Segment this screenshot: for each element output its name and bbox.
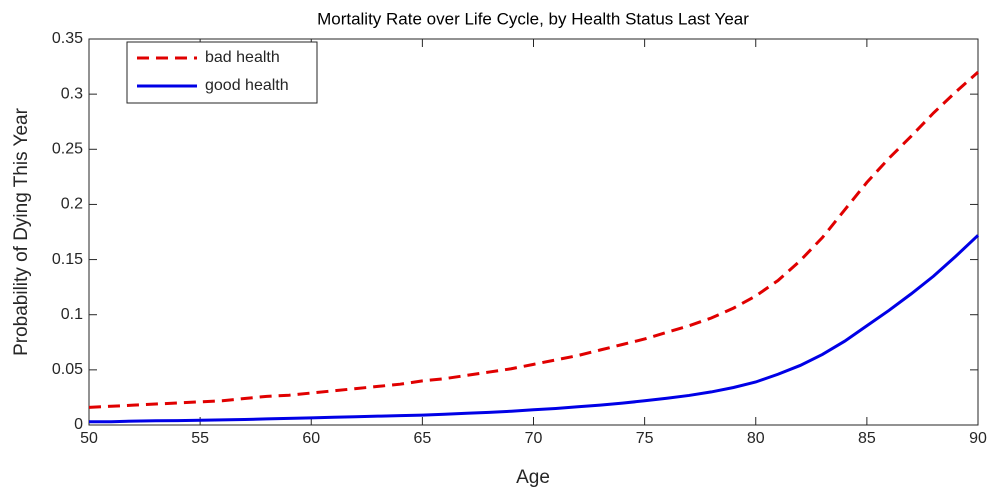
y-axis-label: Probability of Dying This Year — [11, 107, 32, 356]
y-tick-label: 0.25 — [52, 141, 83, 158]
y-tick-label: 0.05 — [52, 361, 83, 378]
legend-label: bad health — [205, 49, 280, 66]
x-tick-label: 80 — [747, 430, 765, 447]
x-tick-label: 55 — [191, 430, 209, 447]
x-tick-label: 90 — [969, 430, 987, 447]
y-tick-label: 0 — [74, 416, 83, 433]
chart-title: Mortality Rate over Life Cycle, by Healt… — [317, 9, 749, 28]
x-axis-label: Age — [516, 467, 550, 488]
x-tick-label: 70 — [525, 430, 543, 447]
data-line — [89, 234, 980, 424]
y-tick-label: 0.2 — [61, 196, 83, 213]
y-tick-label: 0.1 — [61, 306, 83, 323]
x-tick-label: 85 — [858, 430, 876, 447]
data-line — [88, 70, 979, 409]
legend-label: good health — [205, 77, 289, 94]
x-tick-label: 65 — [413, 430, 431, 447]
x-tick-label: 60 — [302, 430, 320, 447]
x-tick-label: 75 — [636, 430, 654, 447]
y-tick-label: 0.15 — [52, 251, 83, 268]
y-tick-label: 0.3 — [61, 85, 83, 102]
legend — [126, 41, 318, 104]
x-tick-label: 50 — [80, 430, 98, 447]
y-tick-label: 0.35 — [52, 30, 83, 47]
